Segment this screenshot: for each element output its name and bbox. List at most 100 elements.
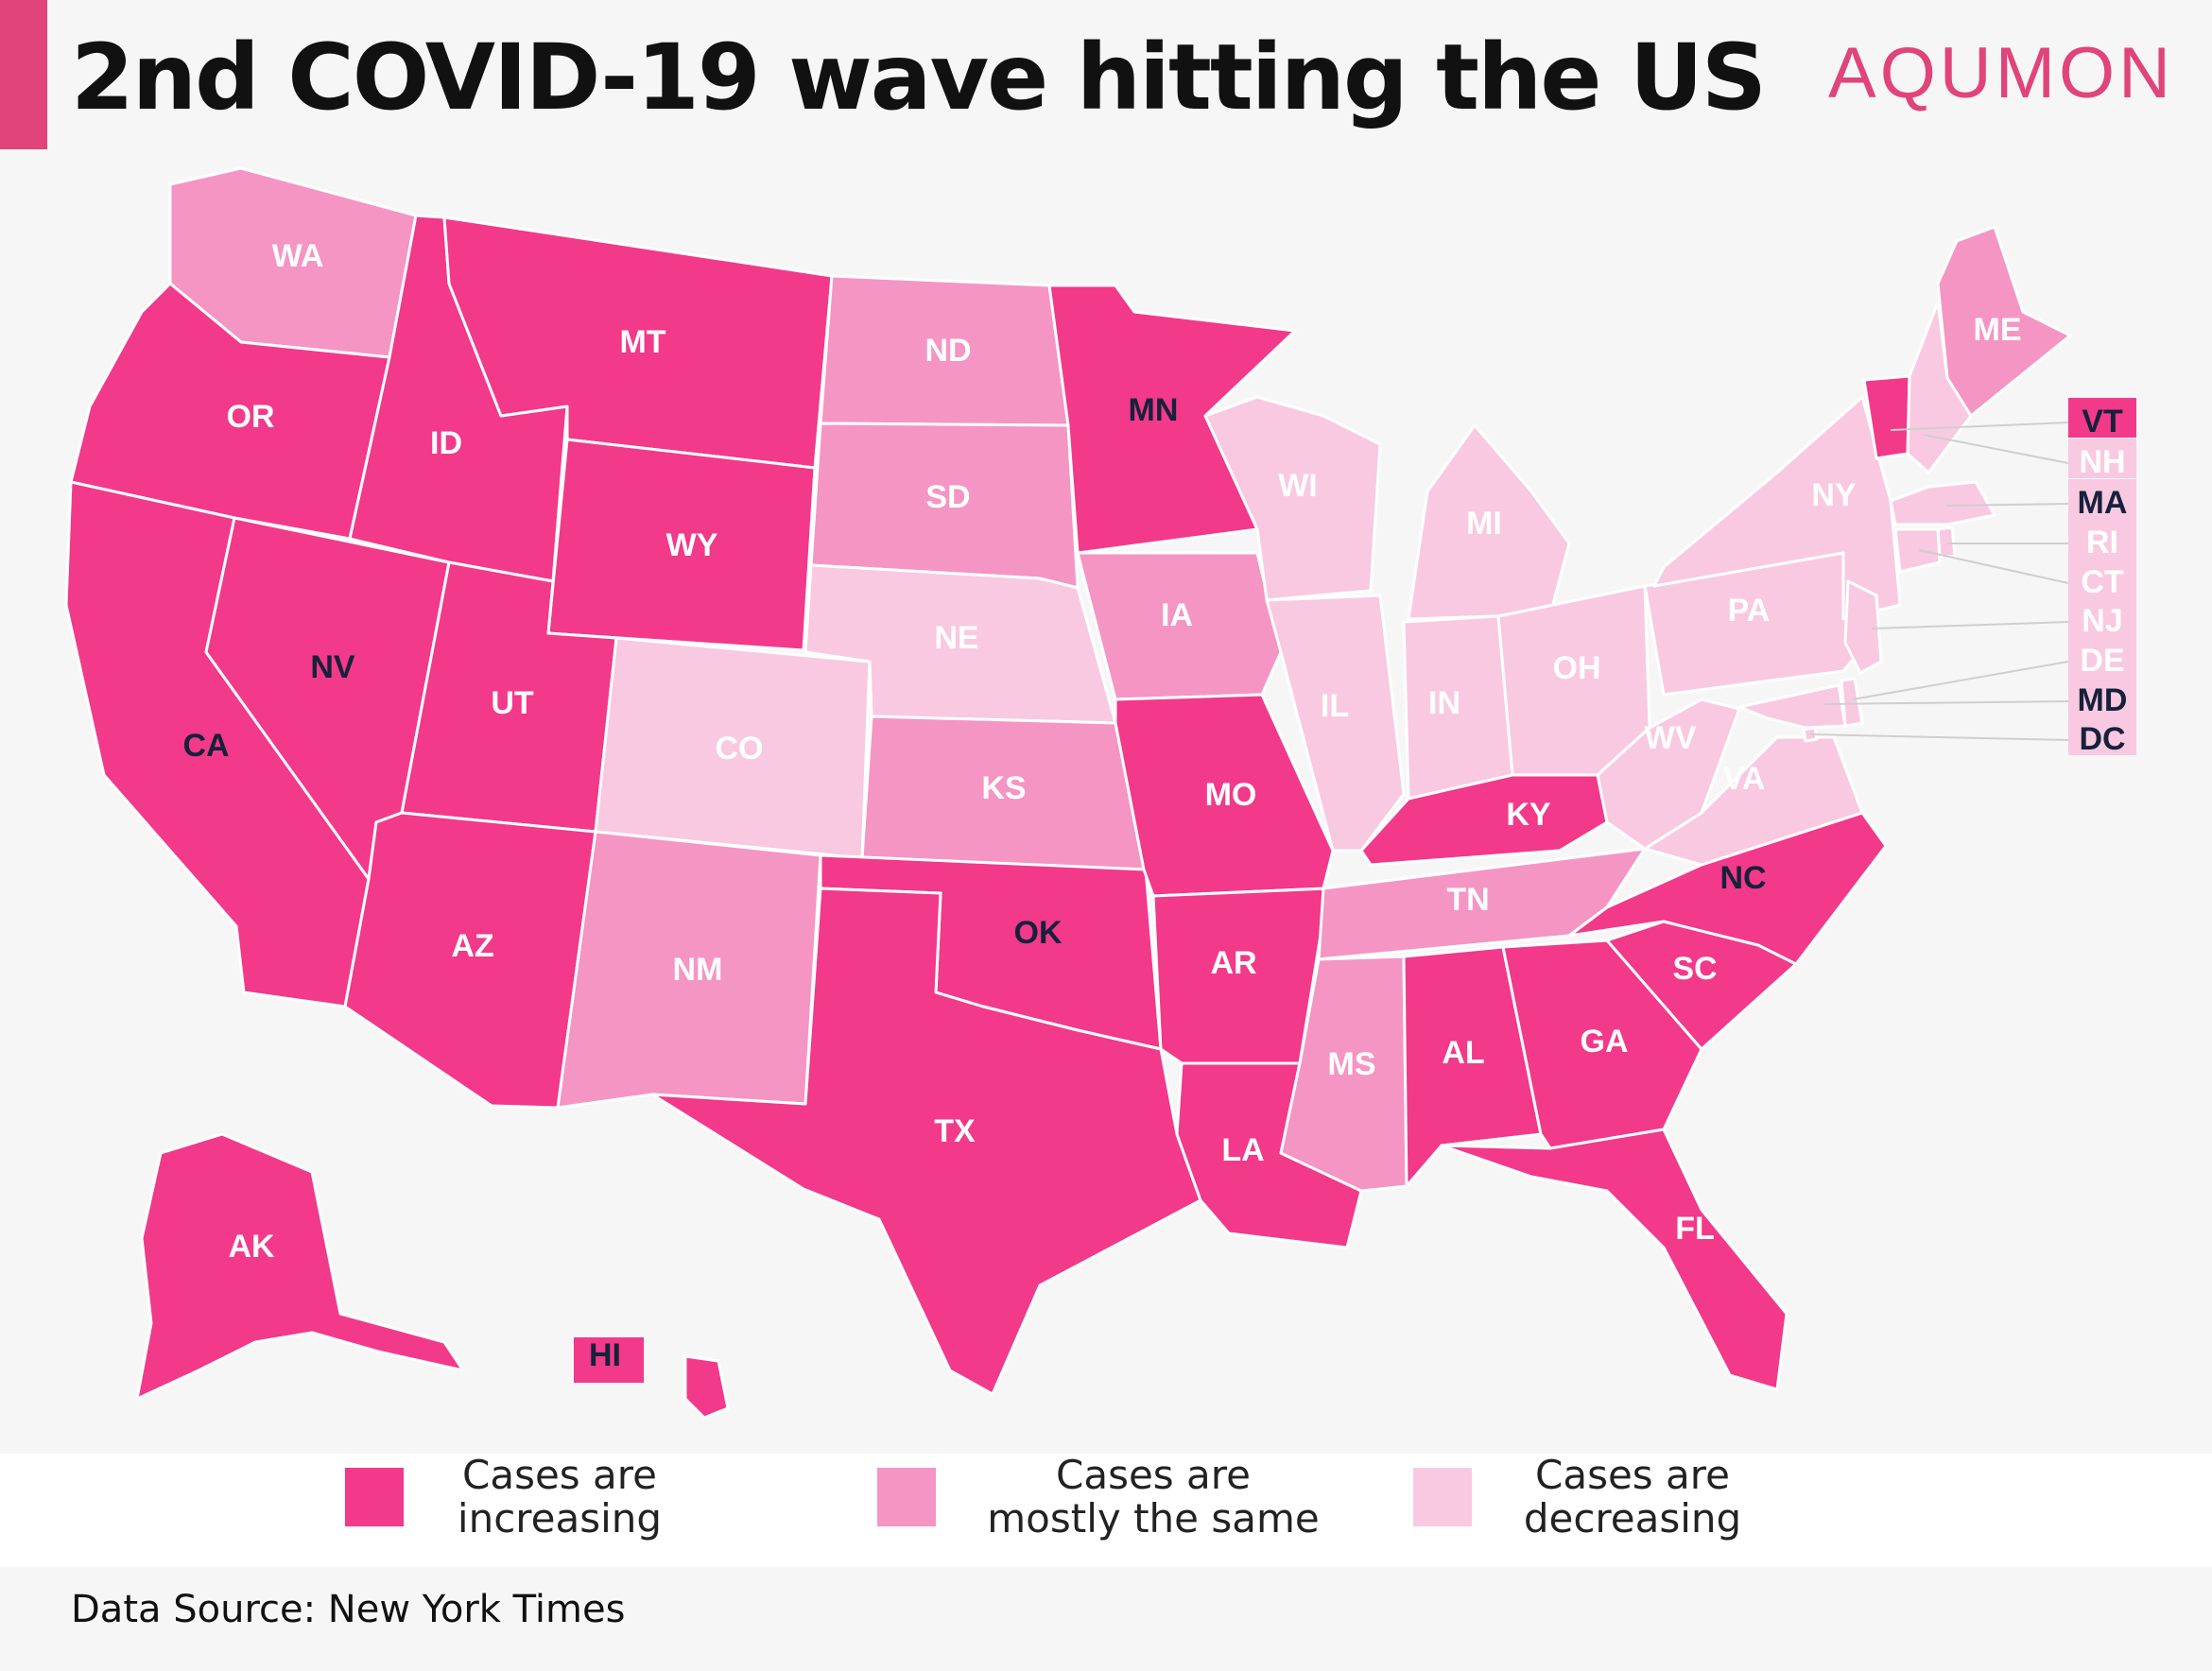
state-label-ME: ME xyxy=(1974,312,2022,348)
state-label-AK: AK xyxy=(228,1229,275,1265)
state-label-WA: WA xyxy=(272,238,324,274)
legend-label-decreasing: Cases are decreasing xyxy=(1523,1452,1742,1542)
title-accent-bar xyxy=(0,0,47,149)
state-WV[interactable] xyxy=(1596,698,1741,851)
callout-label-NJ: NJ xyxy=(2082,603,2122,639)
callout-label-DC: DC xyxy=(2079,721,2125,757)
legend-label-increasing: Cases are increasing xyxy=(457,1452,663,1542)
callout-line-CT xyxy=(1918,549,2069,584)
state-label-WV: WV xyxy=(1645,720,1697,756)
great-lakes xyxy=(1380,450,1414,595)
state-label-OR: OR xyxy=(227,399,275,435)
state-MD[interactable] xyxy=(1737,683,1847,730)
callout-line-MA xyxy=(1946,503,2069,507)
callout-label-MD: MD xyxy=(2078,682,2128,718)
state-label-LA: LA xyxy=(1221,1132,1264,1168)
state-label-ID: ID xyxy=(430,425,462,461)
state-label-KS: KS xyxy=(981,770,1026,806)
state-label-MI: MI xyxy=(1466,506,1502,542)
callout-label-CT: CT xyxy=(2081,564,2124,600)
state-AL[interactable] xyxy=(1402,945,1543,1188)
state-label-MS: MS xyxy=(1328,1046,1376,1082)
state-label-HI: HI xyxy=(589,1337,621,1373)
state-label-GA: GA xyxy=(1581,1024,1629,1059)
state-TX[interactable] xyxy=(650,887,1202,1396)
callout-label-VT: VT xyxy=(2082,404,2123,439)
legend-swatch-same xyxy=(877,1468,936,1526)
callout-label-DE: DE xyxy=(2080,643,2124,679)
state-label-MO: MO xyxy=(1205,777,1257,813)
state-MI[interactable] xyxy=(1407,423,1571,621)
state-label-NC: NC xyxy=(1719,860,1766,896)
state-label-OK: OK xyxy=(1014,915,1063,951)
legend-item-decreasing: Cases are decreasing xyxy=(1413,1454,1746,1541)
state-label-NY: NY xyxy=(1811,477,1857,513)
callout-box-DC xyxy=(2068,715,2136,755)
callout-box-RI xyxy=(2068,519,2136,559)
callout-line-NJ xyxy=(1871,621,2069,629)
legend-item-increasing: Cases are increasing xyxy=(345,1454,668,1541)
state-label-OH: OH xyxy=(1553,650,1601,686)
state-label-SD: SD xyxy=(925,479,970,515)
legend-swatch-decreasing xyxy=(1413,1468,1472,1526)
state-CT[interactable] xyxy=(1893,527,1942,574)
callout-label-NH: NH xyxy=(2079,444,2125,480)
callout-box-DE xyxy=(2068,637,2136,677)
data-source-note: Data Source: New York Times xyxy=(71,1588,626,1631)
state-MA[interactable] xyxy=(1889,480,1996,526)
callout-box-NJ xyxy=(2068,597,2136,637)
legend-swatch-increasing xyxy=(345,1468,404,1526)
state-ME[interactable] xyxy=(1936,225,2072,418)
state-label-IL: IL xyxy=(1321,688,1349,724)
state-label-CO: CO xyxy=(716,731,764,767)
callout-line-VT xyxy=(1890,422,2069,431)
legend: Cases are increasing Cases are mostly th… xyxy=(0,1454,2212,1567)
state-label-TN: TN xyxy=(1446,882,1489,918)
callout-line-DE xyxy=(1852,661,2069,700)
state-FL[interactable] xyxy=(1440,1128,1789,1391)
state-label-SC: SC xyxy=(1672,951,1717,987)
brand-logo: AQUMON xyxy=(1828,33,2174,113)
state-label-KY: KY xyxy=(1506,797,1551,833)
state-label-MN: MN xyxy=(1129,392,1179,428)
state-label-NE: NE xyxy=(934,620,978,656)
state-label-UT: UT xyxy=(491,685,534,721)
state-label-WI: WI xyxy=(1278,468,1318,504)
state-label-AZ: AZ xyxy=(451,928,493,964)
state-label-AR: AR xyxy=(1210,945,1256,981)
state-label-IA: IA xyxy=(1161,597,1193,633)
callout-line-NH xyxy=(1923,434,2069,464)
callout-label-RI: RI xyxy=(2086,525,2118,560)
callout-box-MD xyxy=(2068,677,2136,716)
state-IA[interactable] xyxy=(1076,551,1283,701)
state-label-MT: MT xyxy=(619,324,665,360)
state-label-TX: TX xyxy=(934,1113,976,1149)
state-label-VA: VA xyxy=(1723,761,1766,797)
state-WI[interactable] xyxy=(1203,395,1382,602)
state-label-IN: IN xyxy=(1428,685,1460,721)
state-NJ[interactable] xyxy=(1843,579,1883,675)
callout-line-DC xyxy=(1809,733,2069,741)
state-label-FL: FL xyxy=(1675,1211,1715,1247)
state-NY[interactable] xyxy=(1652,395,1902,621)
state-label-PA: PA xyxy=(1728,593,1771,629)
state-label-WY: WY xyxy=(666,527,718,563)
page-title: 2nd COVID-19 wave hitting the US xyxy=(71,25,1767,130)
state-label-NV: NV xyxy=(310,649,355,685)
callout-box-CT xyxy=(2068,559,2136,598)
callout-box-NH xyxy=(2068,439,2136,478)
state-NH[interactable] xyxy=(1906,301,1973,474)
callout-box-MA xyxy=(2068,479,2136,519)
state-label-AL: AL xyxy=(1442,1035,1484,1071)
state-label-NM: NM xyxy=(673,952,723,988)
state-WY[interactable] xyxy=(546,438,817,652)
label-box-HI xyxy=(574,1337,644,1383)
callout-box-VT xyxy=(2068,398,2136,438)
callout-line-MD xyxy=(1823,700,2069,705)
state-NC[interactable] xyxy=(1567,811,1888,966)
callout-label-MA: MA xyxy=(2078,485,2128,521)
state-AK[interactable] xyxy=(135,1132,465,1401)
legend-label-same: Cases are mostly the same xyxy=(987,1452,1320,1542)
state-HI[interactable] xyxy=(683,1354,730,1420)
